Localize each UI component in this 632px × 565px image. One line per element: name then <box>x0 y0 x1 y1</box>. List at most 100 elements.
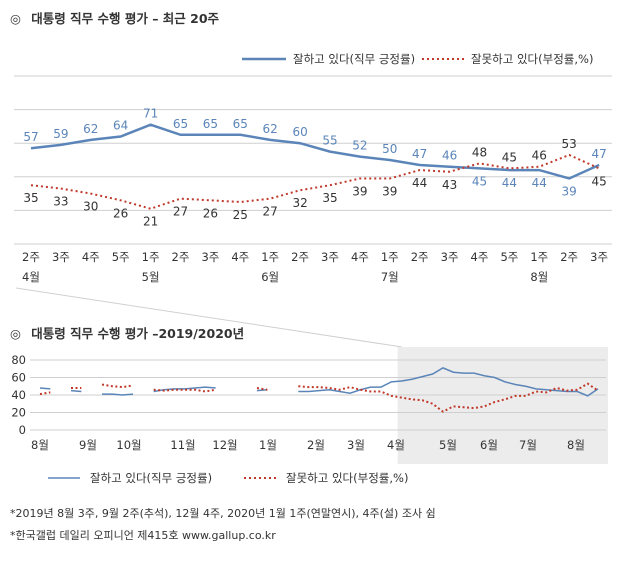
chart1-x-tick-label: 2주 <box>560 250 578 264</box>
chart1-positive-data-label: 62 <box>83 122 98 136</box>
chart1-title: ◎ 대통령 직무 수행 평가 – 최근 20주 <box>10 11 220 26</box>
chart1-positive-data-label: 47 <box>591 147 606 161</box>
chart1-negative-data-label: 44 <box>412 176 427 190</box>
chart1-legend: 잘하고 있다(직무 긍정률) 잘못하고 있다(부정률,%) <box>242 52 593 66</box>
chart2-x-tick-label: 1월 <box>259 438 277 452</box>
chart2-positive-line <box>70 389 82 393</box>
chart1-x-tick-label: 3주 <box>201 250 219 264</box>
chart1-positive-line <box>30 123 600 180</box>
chart1-negative-data-label: 46 <box>532 149 547 163</box>
chart2-recent-20w-highlight <box>397 347 608 464</box>
chart2-positive-line <box>298 367 599 397</box>
chart2-negative-line <box>298 382 599 413</box>
chart1-negative-data-label: 48 <box>472 145 487 159</box>
chart1-negative-data-label: 33 <box>53 195 68 209</box>
chart1-x-tick-label: 3주 <box>590 250 608 264</box>
chart1-positive-data-label: 44 <box>532 176 547 190</box>
chart1-negative-data-label: 35 <box>322 191 337 205</box>
footnote-survey-skips: *2019년 8월 3주, 9월 2주(추석), 12월 4주, 2020년 1… <box>10 507 436 520</box>
chart1-x-tick-label: 1주 <box>142 250 160 264</box>
chart1-x-tick-label: 1주 <box>530 250 548 264</box>
chart2-y-tick-label: 80 <box>11 353 26 367</box>
chart1-positive-data-label: 71 <box>143 107 158 121</box>
chart1-positive-data-label: 46 <box>442 149 457 163</box>
chart1-negative-data-label: 25 <box>233 208 248 222</box>
chart2-x-tick-label: 10월 <box>116 438 141 452</box>
chart1-title-text: 대통령 직무 수행 평가 – 최근 20주 <box>31 11 219 26</box>
chart1-positive-data-label: 44 <box>502 176 517 190</box>
chart1-x-tick-label: 2주 <box>291 250 309 264</box>
chart1-positive-data-label: 59 <box>53 127 68 141</box>
chart1-positive-data-label: 52 <box>352 139 367 153</box>
chart1-positive-data-label: 39 <box>562 184 577 198</box>
chart1-plot: 2주 3주 4주 5주 1주 2주 3주 4주 1주 2주 3주 4주 1주 2주 3주 4주 5주 1주 2주 3주… <box>14 75 612 284</box>
chart1-x-tick-label: 5주 <box>500 250 518 264</box>
chart1-negative-data-label: 39 <box>352 184 367 198</box>
chart1-positive-data-label: 45 <box>472 174 487 188</box>
chart2-y-tick-label: 40 <box>11 388 26 402</box>
chart1-positive-data-label: 65 <box>203 117 218 131</box>
chart1-negative-data-label: 45 <box>591 174 606 188</box>
chart2-y-tick-label: 20 <box>11 406 26 420</box>
chart2-legend: 잘하고 있다(직무 긍정률) 잘못하고 있다(부정률,%) <box>48 471 408 485</box>
chart2-y-tick-label: 60 <box>11 371 26 385</box>
chart1-negative-data-label: 27 <box>263 205 278 219</box>
chart1-x-tick-label: 1주 <box>381 250 399 264</box>
chart2-x-tick-label: 8월 <box>567 438 585 452</box>
chart1-month-label: 6월 <box>261 270 279 284</box>
chart1-x-tick-label: 4주 <box>351 250 369 264</box>
chart1-positive-data-label: 57 <box>23 130 38 144</box>
chart1-x-tick-label: 3주 <box>52 250 70 264</box>
chart2-x-tick-label: 8월 <box>31 438 49 452</box>
chart2-x-tick-label: 9월 <box>79 438 97 452</box>
chart1-negative-line <box>30 153 600 210</box>
chart2-negative-line <box>101 383 134 389</box>
chart1-positive-data-label: 60 <box>292 125 307 139</box>
chart1-negative-data-label: 27 <box>173 205 188 219</box>
chart1-negative-data-label: 26 <box>113 206 128 220</box>
chart2-x-tick-label: 2월 <box>307 438 325 452</box>
chart2-title: ◎ 대통령 직무 수행 평가 –2019/2020년 <box>10 326 244 341</box>
chart2-x-tick-label: 3월 <box>347 438 365 452</box>
chart1-positive-data-label: 64 <box>113 118 128 132</box>
chart1-month-label: 5월 <box>142 270 160 284</box>
chart1-positive-data-label: 50 <box>382 142 397 156</box>
legend2-positive-label: 잘하고 있다(직무 긍정률) <box>90 471 212 485</box>
chart2-x-tick-label: 11월 <box>170 438 195 452</box>
chart2-positive-line <box>256 389 268 392</box>
footnote-source: *한국갤럽 데일리 오피니언 제415호 www.gallup.co.kr <box>10 528 276 542</box>
chart1-negative-data-label: 26 <box>203 206 218 220</box>
chart2-title-text: 대통령 직무 수행 평가 –2019/2020년 <box>31 326 244 341</box>
chart2-x-tick-label: 7월 <box>519 438 537 452</box>
chart2-x-tick-label: 5월 <box>439 438 457 452</box>
chart2-x-tick-label: 4월 <box>387 438 405 452</box>
chart1-positive-data-label: 62 <box>263 122 278 136</box>
chart1-x-tick-label: 4주 <box>471 250 489 264</box>
chart1-month-label: 7월 <box>381 270 399 284</box>
chart1-x-tick-label: 1주 <box>261 250 279 264</box>
chart1-x-tick-label: 2주 <box>172 250 190 264</box>
chart2-title-marker: ◎ <box>10 326 21 341</box>
chart1-negative-data-label: 43 <box>442 178 457 192</box>
chart1-x-tick-label: 4주 <box>82 250 100 264</box>
chart1-month-label: 8월 <box>530 270 548 284</box>
chart2-negative-line <box>256 387 268 391</box>
legend1-negative-label: 잘못하고 있다(부정률,%) <box>471 52 593 66</box>
chart2-x-tick-label: 12월 <box>212 438 237 452</box>
chart2-negative-line <box>39 391 51 396</box>
chart1-positive-data-label: 47 <box>412 147 427 161</box>
legend1-positive-label: 잘하고 있다(직무 긍정률) <box>293 52 415 66</box>
chart1-negative-data-label: 32 <box>292 196 307 210</box>
chart1-negative-data-label: 53 <box>562 137 577 151</box>
chart2-x-tick-label: 6월 <box>480 438 498 452</box>
chart1-x-tick-label: 2주 <box>411 250 429 264</box>
chart1-negative-data-label: 35 <box>23 191 38 205</box>
zoom-connector-line <box>15 287 403 348</box>
chart1-x-tick-label: 3주 <box>321 250 339 264</box>
chart1-x-tick-label: 2주 <box>22 250 40 264</box>
chart1-x-tick-label: 5주 <box>112 250 130 264</box>
chart1-x-tick-label: 3주 <box>441 250 459 264</box>
chart1-month-label: 4월 <box>22 270 40 284</box>
chart1-x-tick-label: 4주 <box>231 250 249 264</box>
chart1-negative-data-label: 21 <box>143 215 158 229</box>
